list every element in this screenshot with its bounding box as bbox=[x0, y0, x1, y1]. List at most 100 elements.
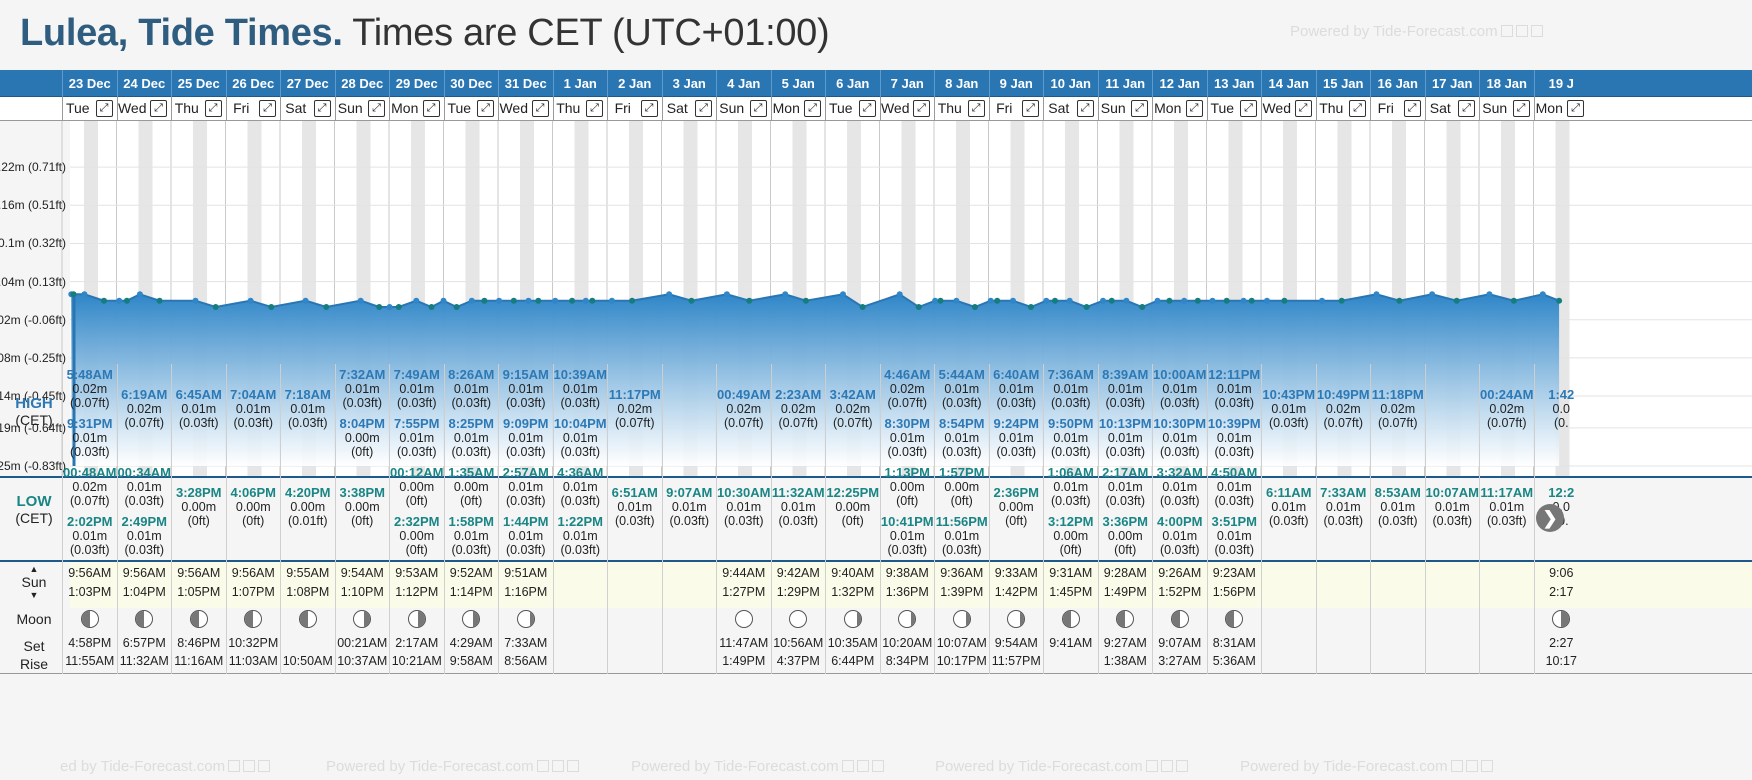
low-tide-entry: 1:06AM 0.01m (0.03ft) bbox=[1044, 466, 1098, 509]
day-column: 5:48AM 0.02m (0.07ft) 9:31PM 0.01m (0.03ft) 00… bbox=[62, 364, 117, 674]
expand-icon[interactable]: ⤢ bbox=[695, 100, 712, 117]
expand-icon[interactable]: ⤢ bbox=[1185, 100, 1203, 117]
expand-icon[interactable]: ⤢ bbox=[1022, 100, 1039, 117]
moon-phase-icon bbox=[734, 610, 753, 628]
expand-icon[interactable]: ⤢ bbox=[586, 100, 603, 117]
low-tide-height-ft: (0.03ft) bbox=[1050, 494, 1091, 508]
tide-point bbox=[915, 304, 922, 310]
sunset-time: 1:36PM bbox=[885, 585, 929, 599]
date-cell: 24 Dec bbox=[116, 70, 172, 97]
expand-icon[interactable]: ⤢ bbox=[967, 100, 985, 117]
sun-row-background bbox=[70, 562, 1752, 608]
low-tide-height-ft: (0.07ft) bbox=[69, 494, 110, 508]
logo-icon bbox=[856, 760, 869, 772]
expand-icon[interactable]: ⤢ bbox=[749, 100, 767, 117]
low-tide-height-ft: (0.01ft) bbox=[287, 514, 328, 528]
expand-icon[interactable]: ⤢ bbox=[95, 100, 113, 117]
low-tide-height-ft: (0ft) bbox=[405, 494, 428, 508]
expand-icon[interactable]: ⤢ bbox=[1403, 100, 1421, 117]
expand-icon[interactable]: ⤢ bbox=[1131, 100, 1148, 117]
high-tide-entry: 11:17PM 0.02m (0.07ft) bbox=[608, 388, 662, 431]
date-cell: 19 J bbox=[1533, 70, 1589, 97]
expand-icon[interactable]: ⤢ bbox=[531, 100, 549, 117]
tide-point bbox=[782, 291, 789, 298]
weekday-label: Sat bbox=[666, 100, 688, 116]
low-tide-height-m: 0.00m bbox=[889, 480, 925, 494]
expand-icon[interactable]: ⤢ bbox=[313, 100, 331, 117]
sun-cell: 9:26AM 1:52PM bbox=[1153, 564, 1207, 602]
moon-set-rise-labels: Set Rise bbox=[0, 637, 68, 673]
low-tide-time: 10:30AM bbox=[717, 485, 771, 500]
low-tide-entry: 3:32AM 0.01m (0.03ft) bbox=[1153, 466, 1207, 509]
expand-icon[interactable]: ⤢ bbox=[640, 100, 658, 117]
powered-by-watermark: ed by Tide-Forecast.com bbox=[60, 758, 271, 775]
high-tide-time: 10:13PM bbox=[1098, 416, 1152, 431]
logo-icon bbox=[871, 760, 884, 772]
low-tide-height-ft: (0.03ft) bbox=[778, 514, 819, 528]
powered-by-watermark: Powered by Tide-Forecast.com bbox=[326, 758, 579, 775]
expand-icon[interactable]: ⤢ bbox=[1458, 100, 1475, 117]
high-tide-height-ft: (0.07ft) bbox=[614, 416, 655, 430]
day-column: 4:46AM 0.02m (0.07ft) 8:30PM 0.01m (0.03ft) 1:… bbox=[879, 364, 935, 674]
low-tide-cell: 00:48AM 0.02m (0.07ft) 2:02PM 0.01m (0.03ft) bbox=[63, 462, 117, 560]
weekday-cell: Sun ⤢ bbox=[716, 97, 771, 121]
powered-by-watermark: Powered by Tide-Forecast.com bbox=[935, 758, 1188, 775]
expand-icon[interactable]: ⤢ bbox=[1240, 100, 1257, 117]
moonset-label: Set bbox=[23, 638, 45, 654]
expand-icon[interactable]: ⤢ bbox=[1349, 100, 1366, 117]
low-tide-entry: 1:13PM 0.00m (0ft) bbox=[881, 466, 935, 509]
sun-row-label[interactable]: ▲ Sun ▼ bbox=[0, 564, 68, 600]
date-cell: 27 Dec bbox=[280, 70, 335, 97]
expand-icon[interactable]: ⤢ bbox=[150, 100, 167, 117]
moon-phase-icon bbox=[1552, 610, 1571, 628]
expand-icon[interactable]: ⤢ bbox=[804, 100, 821, 117]
weekday-cell: Tue ⤢ bbox=[62, 97, 117, 121]
low-tide-height-m: 0.01m bbox=[1162, 480, 1198, 494]
tide-point bbox=[510, 297, 517, 304]
weekday-label: Mon bbox=[772, 100, 800, 116]
high-tide-height-ft: (0.03ft) bbox=[1050, 396, 1091, 410]
logo-icon bbox=[1530, 25, 1543, 37]
low-tide-cell: 3:38PM 0.00m (0ft) bbox=[336, 462, 390, 560]
next-arrow-button[interactable]: ❯ bbox=[1536, 504, 1564, 532]
low-tide-height-m: 0.00m bbox=[453, 480, 489, 494]
low-tide-height-m: 0.01m bbox=[1325, 500, 1361, 514]
moonrise-label: Rise bbox=[19, 656, 48, 672]
low-tide-height-ft: (0.03ft) bbox=[1486, 514, 1527, 528]
expand-icon[interactable]: ⤢ bbox=[1076, 100, 1094, 117]
expand-icon[interactable]: ⤢ bbox=[204, 100, 222, 117]
sunrise-time: 9:28AM bbox=[1103, 566, 1147, 580]
moonrise-time: 10:37AM bbox=[337, 654, 388, 668]
high-tide-time: 10:30PM bbox=[1153, 416, 1207, 431]
low-tide-height-m: 0.00m bbox=[998, 500, 1034, 514]
high-tide-height-ft: (0.07ft) bbox=[124, 416, 165, 430]
low-tide-height-ft: (0ft) bbox=[841, 514, 864, 528]
high-tide-time: 12:11PM bbox=[1208, 367, 1261, 382]
high-tide-entry: 00:24AM 0.02m (0.07ft) bbox=[1480, 388, 1534, 431]
expand-icon[interactable]: ⤢ bbox=[913, 100, 930, 117]
expand-icon[interactable]: ⤢ bbox=[368, 100, 385, 117]
low-tide-height-ft: (0.03ft) bbox=[124, 494, 165, 508]
expand-icon[interactable]: ⤢ bbox=[259, 100, 276, 117]
expand-icon[interactable]: ⤢ bbox=[858, 100, 876, 117]
high-tide-time: 6:40AM bbox=[993, 367, 1040, 382]
weekday-label: Sun bbox=[1482, 100, 1508, 116]
moonset-time: 10:20AM bbox=[882, 636, 933, 650]
high-tide-height-m: 0.01m bbox=[1053, 382, 1089, 396]
high-tide-height-m: 0.01m bbox=[344, 382, 380, 396]
tide-point bbox=[1043, 297, 1050, 304]
expand-icon[interactable]: ⤢ bbox=[1294, 100, 1312, 117]
expand-icon[interactable]: ⤢ bbox=[1512, 100, 1530, 117]
high-tide-cell: 12:11PM 0.01m (0.03ft) 10:39PM 0.01m (0.03ft) bbox=[1208, 364, 1262, 462]
high-tide-height-ft: (0.03ft) bbox=[1214, 396, 1255, 410]
low-tide-height-ft: (0.03ft) bbox=[614, 514, 655, 528]
weekday-cell: Mon ⤢ bbox=[770, 97, 826, 121]
expand-icon[interactable]: ⤢ bbox=[422, 100, 440, 117]
expand-icon[interactable]: ⤢ bbox=[1567, 100, 1584, 117]
sun-cell: 9:31AM 1:45PM bbox=[1044, 564, 1098, 602]
low-tide-height-m: 0.01m bbox=[617, 500, 653, 514]
sunrise-time: 9:56AM bbox=[122, 566, 166, 580]
moon-phase-icon bbox=[244, 610, 263, 628]
day-column: 7:18AM 0.01m (0.03ft) 4:20PM 0.00m (0.01ft) 9:… bbox=[280, 364, 335, 674]
expand-icon[interactable]: ⤢ bbox=[477, 100, 494, 117]
